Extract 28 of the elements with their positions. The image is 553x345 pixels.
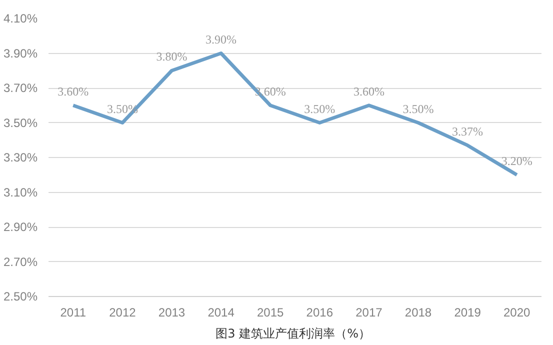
x-tick-label: 2019 — [454, 306, 482, 320]
x-tick-label: 2016 — [306, 306, 334, 320]
x-tick-label: 2017 — [356, 306, 383, 320]
data-label: 3.90% — [206, 32, 237, 46]
x-tick-label: 2011 — [60, 306, 86, 320]
x-tick-label: 2013 — [158, 306, 186, 320]
y-tick-label: 2.50% — [3, 290, 38, 304]
data-label: 3.50% — [402, 102, 434, 116]
y-tick-label: 3.50% — [3, 116, 38, 130]
x-tick-label: 2018 — [404, 306, 432, 320]
y-tick-label: 3.10% — [3, 185, 38, 200]
x-tick-label: 2012 — [109, 306, 136, 320]
x-tick-label: 2014 — [208, 306, 235, 320]
data-label: 3.37% — [452, 124, 484, 138]
data-label: 3.80% — [156, 50, 188, 64]
data-label: 3.50% — [304, 102, 336, 116]
x-tick-label: 2020 — [504, 306, 531, 320]
y-tick-label: 3.90% — [3, 46, 38, 60]
data-label: 3.60% — [353, 84, 384, 98]
y-tick-label: 2.70% — [3, 254, 38, 269]
y-tick-label: 4.10% — [3, 12, 38, 26]
y-tick-label: 3.30% — [3, 150, 38, 164]
data-label: 3.20% — [501, 154, 532, 168]
y-tick-label: 2.90% — [3, 220, 38, 234]
x-tick-label: 2015 — [257, 306, 284, 320]
y-tick-label: 3.70% — [3, 81, 38, 95]
text: 图3 建筑业产值利润率（%） — [216, 326, 371, 340]
data-label: 3.60% — [58, 84, 89, 98]
